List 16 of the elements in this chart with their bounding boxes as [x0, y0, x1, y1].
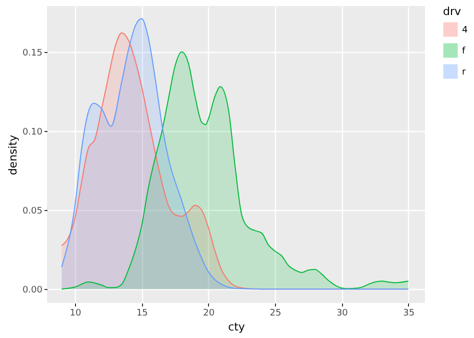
y-tick-label: 0.15 [22, 48, 42, 58]
y-tick-label: 0.00 [22, 286, 43, 296]
y-tick-label: 0.05 [22, 206, 42, 217]
y-tick-label: 0.10 [22, 127, 43, 138]
legend-label: f [462, 46, 466, 56]
x-tick-label: 15 [136, 308, 148, 318]
legend-label: r [462, 68, 466, 78]
x-tick-label: 35 [403, 308, 415, 318]
x-tick-label: 10 [70, 308, 82, 318]
x-tick-label: 30 [336, 308, 348, 318]
legend-label: 4 [462, 26, 468, 36]
legend-title: drv [443, 5, 462, 18]
x-axis-title: cty [228, 320, 246, 334]
x-tick-label: 25 [270, 308, 282, 318]
x-tick-label: 20 [203, 308, 215, 318]
y-axis-title: density [6, 134, 20, 176]
